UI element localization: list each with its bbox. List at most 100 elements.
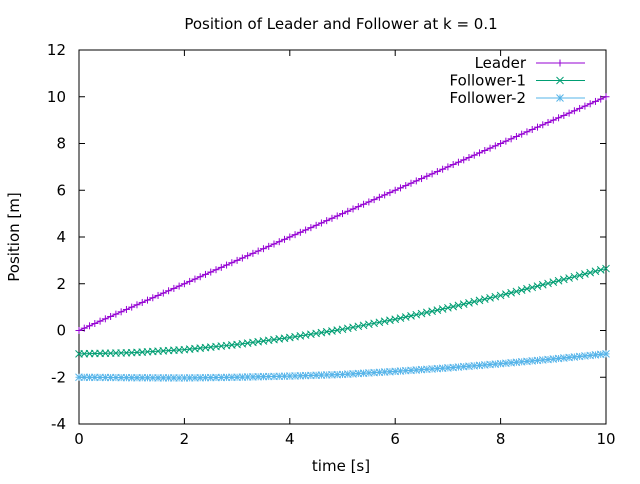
y-tick-label: 0 [56,322,66,340]
series-point [586,268,595,277]
series-point [555,114,563,122]
series-point [212,266,220,274]
series-point [560,111,568,119]
series-point [170,284,178,292]
y-tick-label: -2 [51,368,66,386]
series-point [565,109,573,117]
series-point [154,291,162,299]
series-point [296,228,304,236]
series-point [423,172,431,180]
series-point [265,242,273,250]
series-point [591,267,600,276]
series-point [333,212,341,220]
series-point [196,273,204,281]
series-point [533,123,541,131]
series-follower-1 [75,264,610,358]
series-point [418,175,426,183]
series-point [75,327,83,334]
series-point [317,219,325,227]
series-point [91,319,99,327]
series-point [454,158,462,166]
series-point [565,353,573,362]
series-point [444,163,452,171]
series-point [465,154,473,162]
x-tick-label: 8 [496,430,506,448]
series-point [307,224,315,232]
series-point [112,310,120,318]
y-tick-label: 12 [47,41,66,59]
series-point [565,274,573,282]
legend-label: Leader [475,54,527,72]
series-point [491,142,499,150]
series-point [597,95,605,103]
axes-layer: 0 2 4 6 8 10 -4 -2 0 2 4 6 8 10 12 [47,41,616,448]
series-point [175,282,183,290]
series-point [144,296,152,304]
series-point [386,189,394,197]
x-axis-label: time [s] [312,457,370,475]
series-point [570,272,579,281]
legend-label: Follower-2 [450,89,526,107]
series-point [518,130,526,138]
series-point [291,231,299,239]
series-point [391,186,399,194]
series-point [286,233,294,241]
series-point [302,226,310,234]
series-point [586,100,594,108]
series-point [533,282,542,290]
y-axis-label: Position [m] [5,192,23,282]
legend-swatch-marker [556,76,564,85]
x-tick-label: 4 [285,430,295,448]
series-point [576,104,584,112]
series-point [502,137,510,145]
series-point [486,144,494,152]
x-tick-label: 0 [74,430,84,448]
series-point [375,193,383,201]
series-point [122,305,130,313]
series-leader [75,93,610,334]
series-point [528,283,537,292]
series-point [602,93,610,101]
series-point [517,286,526,294]
series-point [539,121,547,129]
series-point [207,268,215,276]
series-point [581,352,589,360]
y-tick-label: 6 [56,181,66,199]
y-tick-label: 8 [56,135,66,153]
series-point [117,308,125,316]
legend-label: Follower-1 [450,72,526,90]
series-point [549,278,558,286]
series-point [328,214,336,222]
legend-swatch-marker [556,59,564,67]
x-tick-label: 2 [180,430,190,448]
series-point [223,261,231,269]
series-point [496,291,505,300]
series-point [201,270,209,278]
series-point [360,200,368,208]
x-tick-label: 10 [596,430,615,448]
series-point [186,277,194,285]
series-point [470,151,478,159]
series-point [138,298,146,306]
series-point [559,275,568,284]
series-point [497,140,505,147]
series-point [86,322,94,330]
series-point [228,259,236,267]
series-point [80,324,88,332]
series-point [544,279,552,288]
series-point [312,221,320,229]
series-point [270,240,278,248]
series-follower-2 [75,350,610,382]
series-point [165,287,173,295]
series-point [581,270,589,278]
series-point [439,165,447,173]
series-point [323,217,331,225]
series-point [512,358,521,367]
series-point [344,207,352,215]
series-point [149,294,157,302]
series-point [101,315,109,323]
